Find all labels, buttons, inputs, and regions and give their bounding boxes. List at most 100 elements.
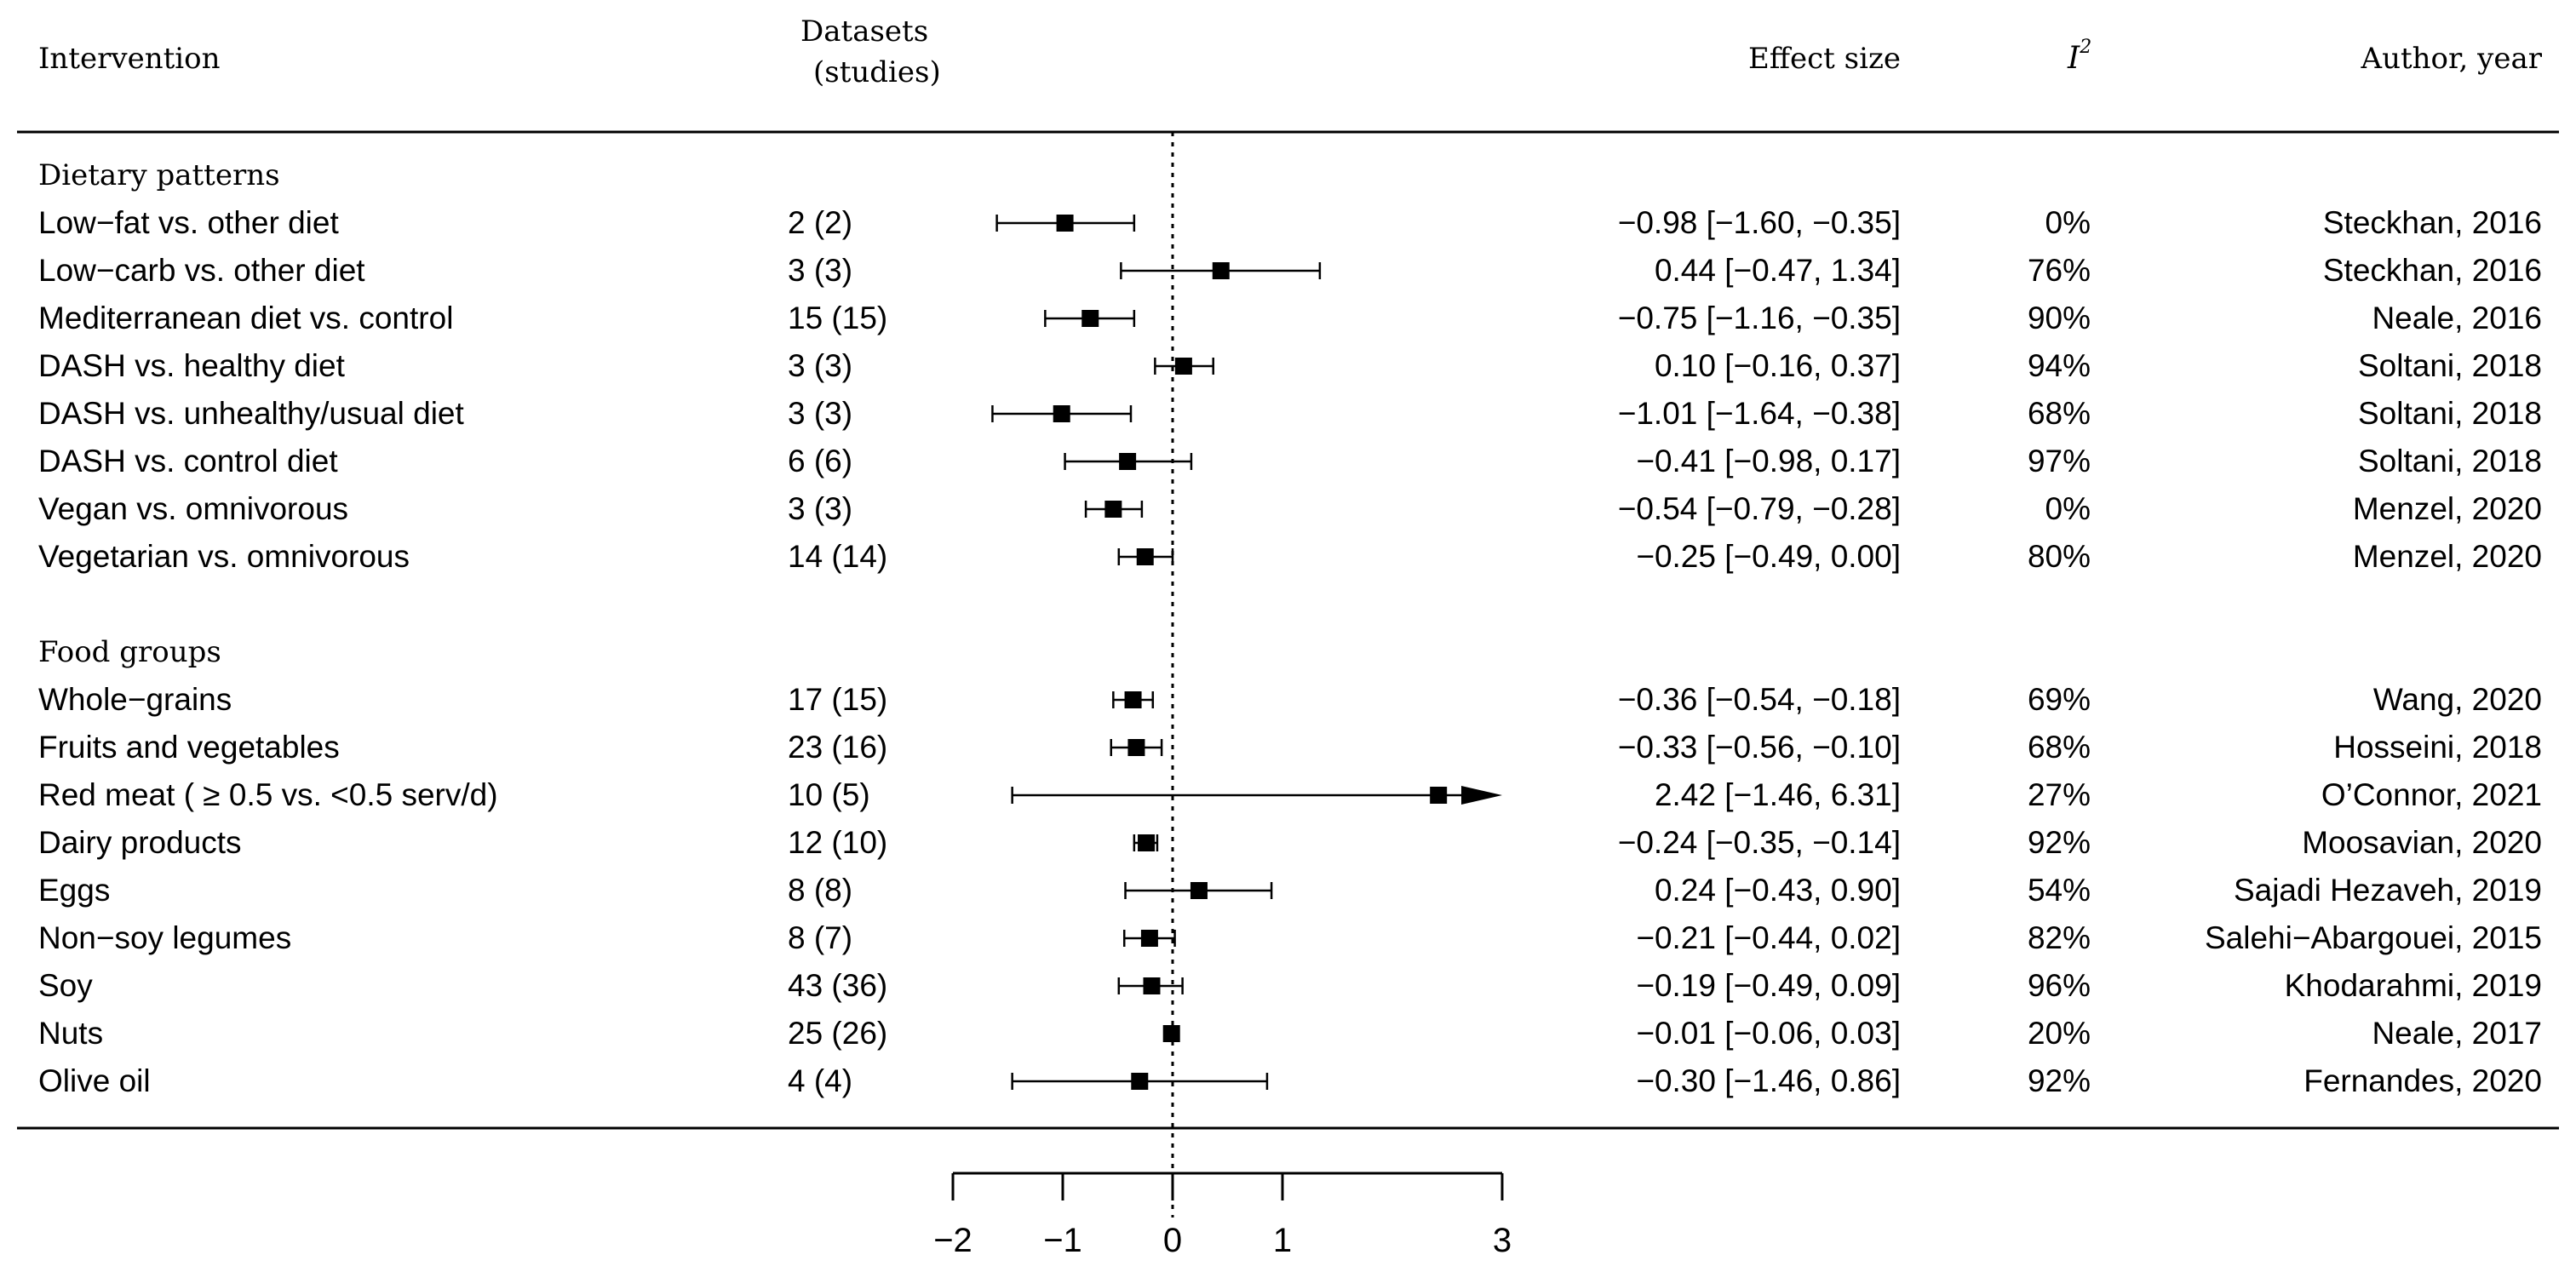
- header-datasets: Datasets: [800, 14, 928, 49]
- row-datasets: 43 (36): [788, 968, 887, 1003]
- header-author-year: Author, year: [2361, 42, 2543, 76]
- row-datasets: 3 (3): [788, 253, 852, 288]
- point-estimate: [1104, 501, 1122, 518]
- row-datasets: 4 (4): [788, 1063, 852, 1098]
- row-i2: 27%: [2028, 777, 2091, 812]
- row-label: Red meat ( ≥ 0.5 vs. <0.5 serv/d): [38, 777, 498, 812]
- row-datasets: 8 (8): [788, 873, 852, 908]
- row-label: DASH vs. unhealthy/usual diet: [38, 396, 464, 431]
- x-tick-label: −1: [1043, 1222, 1082, 1259]
- row-effect-size: −0.01 [−0.06, 0.03]: [1636, 1016, 1901, 1051]
- point-estimate: [1056, 215, 1074, 232]
- row-i2: 68%: [2028, 396, 2091, 431]
- x-tick-label: 0: [1163, 1222, 1182, 1259]
- row-i2: 82%: [2028, 920, 2091, 955]
- point-estimate: [1138, 834, 1156, 851]
- row-i2: 96%: [2028, 968, 2091, 1003]
- point-estimate: [1124, 691, 1142, 708]
- rows-layer: Dietary patterns Low−fat vs. other diet 2 …: [38, 132, 2542, 1218]
- row-datasets: 8 (7): [788, 920, 852, 955]
- point-estimate: [1081, 310, 1099, 327]
- row-effect-size: −0.24 [−0.35, −0.14]: [1618, 825, 1901, 860]
- row-effect-size: 0.24 [−0.43, 0.90]: [1655, 873, 1901, 908]
- row-author: Menzel, 2020: [2353, 491, 2542, 526]
- row-author: Sajadi Hezaveh, 2019: [2234, 873, 2542, 908]
- row-label: Dairy products: [38, 825, 242, 860]
- header-intervention: Intervention: [38, 42, 221, 76]
- row-effect-size: −0.33 [−0.56, −0.10]: [1618, 730, 1901, 765]
- row-author: Wang, 2020: [2373, 682, 2542, 717]
- row-author: Neale, 2016: [2372, 301, 2542, 335]
- row-label: Mediterranean diet vs. control: [38, 301, 453, 335]
- row-i2: 76%: [2028, 253, 2091, 288]
- row-i2: 54%: [2028, 873, 2091, 908]
- row-author: Soltani, 2018: [2358, 348, 2542, 383]
- point-estimate: [1140, 930, 1158, 947]
- row-author: Hosseini, 2018: [2333, 730, 2542, 765]
- row-effect-size: −0.54 [−0.79, −0.28]: [1618, 491, 1901, 526]
- row-effect-size: −0.19 [−0.49, 0.09]: [1636, 968, 1901, 1003]
- row-author: Soltani, 2018: [2358, 444, 2542, 478]
- row-datasets: 3 (3): [788, 396, 852, 431]
- row-label: Nuts: [38, 1016, 103, 1051]
- row-datasets: 23 (16): [788, 730, 887, 765]
- row-datasets: 6 (6): [788, 444, 852, 478]
- row-datasets: 17 (15): [788, 682, 887, 717]
- row-datasets: 12 (10): [788, 825, 887, 860]
- row-author: Soltani, 2018: [2358, 396, 2542, 431]
- row-i2: 68%: [2028, 730, 2091, 765]
- row-label: Vegetarian vs. omnivorous: [38, 539, 410, 574]
- row-author: O’Connor, 2021: [2321, 777, 2542, 812]
- row-effect-size: −0.36 [−0.54, −0.18]: [1618, 682, 1901, 717]
- row-label: Whole−grains: [38, 682, 232, 717]
- row-label: DASH vs. healthy diet: [38, 348, 346, 383]
- row-label: Fruits and vegetables: [38, 730, 340, 765]
- row-label: DASH vs. control diet: [38, 444, 338, 478]
- row-author: Fernandes, 2020: [2303, 1063, 2542, 1098]
- row-effect-size: −0.21 [−0.44, 0.02]: [1636, 920, 1901, 955]
- row-author: Salehi−Abargouei, 2015: [2205, 920, 2542, 955]
- point-estimate: [1127, 739, 1145, 756]
- header-i2-letter: I: [2067, 41, 2080, 76]
- row-i2: 90%: [2028, 301, 2091, 335]
- row-datasets: 10 (5): [788, 777, 870, 812]
- x-axis: −2 −1 0 1 3: [933, 1172, 1512, 1259]
- point-estimate: [1143, 977, 1161, 994]
- header-i2: I2: [2067, 37, 2091, 76]
- row-author: Khodarahmi, 2019: [2285, 968, 2542, 1003]
- row-label: Low−fat vs. other diet: [38, 205, 339, 240]
- row-datasets: 15 (15): [788, 301, 887, 335]
- row-datasets: 3 (3): [788, 348, 852, 383]
- point-estimate: [1136, 548, 1154, 565]
- row-i2: 0%: [2045, 205, 2091, 240]
- point-estimate: [1131, 1073, 1149, 1090]
- row-effect-size: 0.10 [−0.16, 0.37]: [1655, 348, 1901, 383]
- row-effect-size: −0.98 [−1.60, −0.35]: [1618, 205, 1901, 240]
- ci-arrow: [1461, 786, 1502, 805]
- row-i2: 92%: [2028, 1063, 2091, 1098]
- row-label: Soy: [38, 968, 93, 1003]
- row-i2: 0%: [2045, 491, 2091, 526]
- row-effect-size: −0.25 [−0.49, 0.00]: [1636, 539, 1901, 574]
- row-label: Olive oil: [38, 1063, 151, 1098]
- point-estimate: [1190, 882, 1208, 899]
- x-tick-label: −2: [933, 1222, 972, 1259]
- header-studies: (studies): [813, 55, 941, 89]
- row-datasets: 25 (26): [788, 1016, 887, 1051]
- row-i2: 94%: [2028, 348, 2091, 383]
- row-datasets: 2 (2): [788, 205, 852, 240]
- point-estimate: [1119, 453, 1137, 470]
- row-effect-size: −0.30 [−1.46, 0.86]: [1636, 1063, 1901, 1098]
- row-label: Vegan vs. omnivorous: [38, 491, 348, 526]
- row-label: Non−soy legumes: [38, 920, 291, 955]
- row-datasets: 14 (14): [788, 539, 887, 574]
- header-i2-sup: 2: [2079, 37, 2091, 58]
- point-estimate: [1174, 358, 1192, 375]
- point-estimate: [1053, 405, 1070, 422]
- row-effect-size: 0.44 [−0.47, 1.34]: [1655, 253, 1901, 288]
- row-author: Steckhan, 2016: [2323, 253, 2542, 288]
- x-tick-label: 1: [1273, 1222, 1292, 1259]
- row-i2: 92%: [2028, 825, 2091, 860]
- point-estimate: [1430, 787, 1448, 804]
